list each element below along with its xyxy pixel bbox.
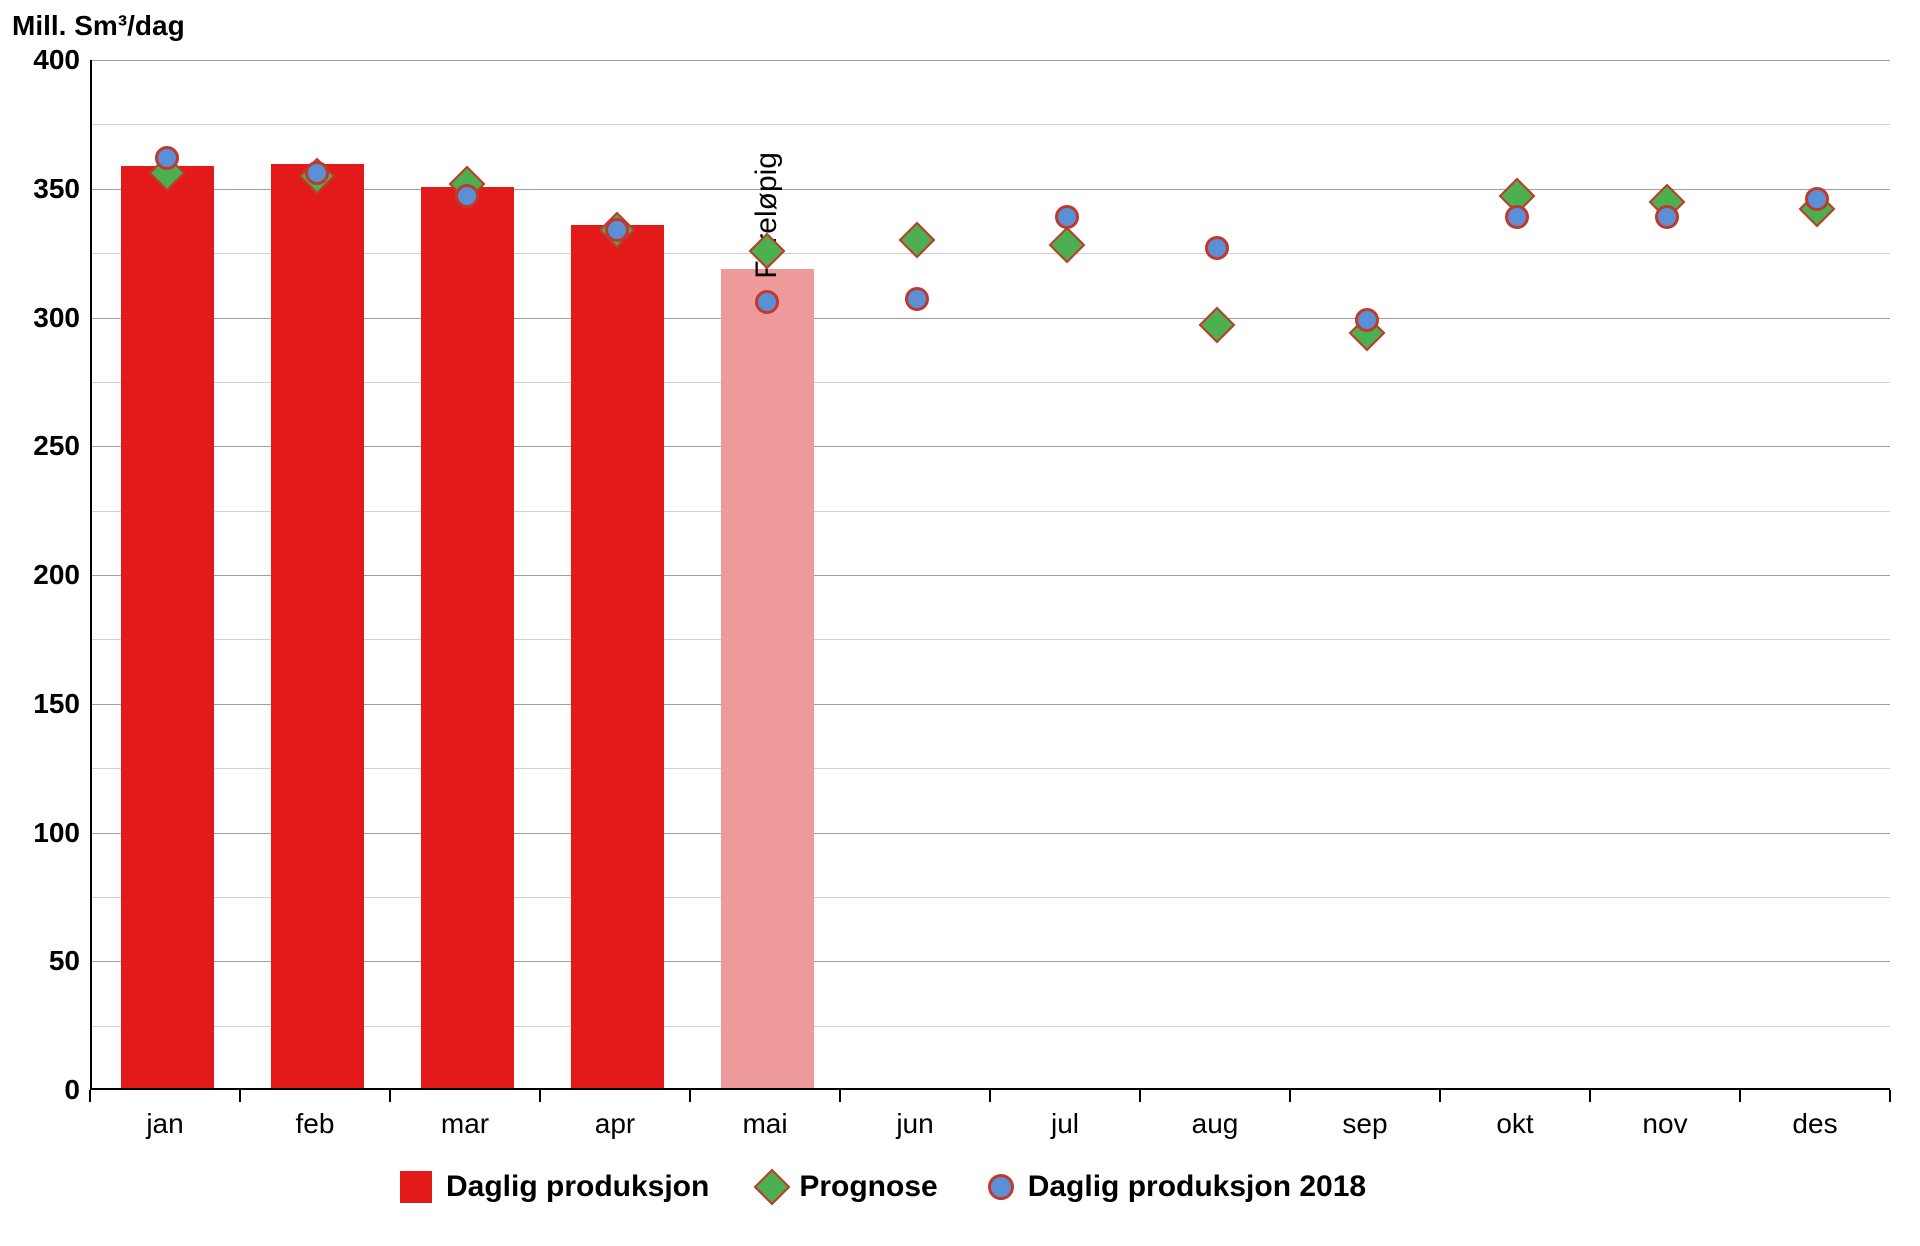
y-tick-label: 250 bbox=[10, 430, 80, 462]
y-tick-label: 350 bbox=[10, 173, 80, 205]
legend-swatch-diamond bbox=[754, 1169, 791, 1206]
x-tick-label: jul bbox=[990, 1108, 1140, 1140]
y-tick-label: 100 bbox=[10, 817, 80, 849]
x-tick-mark bbox=[1289, 1090, 1291, 1102]
prod2018-marker bbox=[305, 161, 329, 185]
grid-line-minor bbox=[92, 124, 1890, 125]
legend-item: Daglig produksjon bbox=[400, 1170, 709, 1204]
bar bbox=[721, 269, 814, 1088]
x-tick-mark bbox=[539, 1090, 541, 1102]
prod2018-marker bbox=[755, 290, 779, 314]
prod2018-marker bbox=[1655, 205, 1679, 229]
legend-label: Daglig produksjon 2018 bbox=[1028, 1170, 1366, 1204]
x-tick-mark bbox=[1889, 1090, 1891, 1102]
x-tick-mark bbox=[239, 1090, 241, 1102]
legend-label: Prognose bbox=[799, 1170, 937, 1204]
prod2018-marker bbox=[1355, 308, 1379, 332]
x-tick-label: okt bbox=[1440, 1108, 1590, 1140]
y-axis-title: Mill. Sm³/dag bbox=[12, 10, 185, 42]
x-tick-mark bbox=[1739, 1090, 1741, 1102]
y-tick-label: 150 bbox=[10, 688, 80, 720]
legend: Daglig produksjon Prognose Daglig produksj… bbox=[400, 1170, 1366, 1204]
bar bbox=[121, 166, 214, 1088]
bar bbox=[571, 225, 664, 1088]
grid-line-major bbox=[92, 60, 1890, 61]
y-tick-label: 200 bbox=[10, 559, 80, 591]
x-tick-label: nov bbox=[1590, 1108, 1740, 1140]
prod2018-marker bbox=[1205, 236, 1229, 260]
x-tick-label: des bbox=[1740, 1108, 1890, 1140]
prod2018-marker bbox=[605, 218, 629, 242]
x-tick-label: jan bbox=[90, 1108, 240, 1140]
legend-item: Daglig produksjon 2018 bbox=[988, 1170, 1366, 1204]
prod2018-marker bbox=[455, 184, 479, 208]
legend-item: Prognose bbox=[759, 1170, 937, 1204]
y-tick-label: 0 bbox=[10, 1074, 80, 1106]
prod2018-marker bbox=[1505, 205, 1529, 229]
legend-label: Daglig produksjon bbox=[446, 1170, 709, 1204]
plot-area: Foreløpig bbox=[90, 60, 1890, 1090]
x-tick-label: feb bbox=[240, 1108, 390, 1140]
y-tick-label: 50 bbox=[10, 945, 80, 977]
x-tick-mark bbox=[89, 1090, 91, 1102]
x-tick-label: jun bbox=[840, 1108, 990, 1140]
x-tick-mark bbox=[389, 1090, 391, 1102]
x-tick-label: aug bbox=[1140, 1108, 1290, 1140]
legend-swatch-square bbox=[400, 1171, 432, 1203]
x-tick-mark bbox=[1589, 1090, 1591, 1102]
x-tick-mark bbox=[1139, 1090, 1141, 1102]
x-tick-label: mai bbox=[690, 1108, 840, 1140]
x-tick-mark bbox=[839, 1090, 841, 1102]
x-tick-mark bbox=[989, 1090, 991, 1102]
y-tick-label: 300 bbox=[10, 302, 80, 334]
prod2018-marker bbox=[155, 146, 179, 170]
x-tick-label: sep bbox=[1290, 1108, 1440, 1140]
y-tick-label: 400 bbox=[10, 44, 80, 76]
x-tick-label: mar bbox=[390, 1108, 540, 1140]
prod2018-marker bbox=[905, 287, 929, 311]
legend-swatch-circle bbox=[988, 1174, 1014, 1200]
prognose-marker bbox=[1199, 307, 1236, 344]
x-tick-mark bbox=[689, 1090, 691, 1102]
bar bbox=[271, 164, 364, 1088]
x-tick-mark bbox=[1439, 1090, 1441, 1102]
prognose-marker bbox=[1049, 227, 1086, 264]
prod2018-marker bbox=[1055, 205, 1079, 229]
prod2018-marker bbox=[1805, 187, 1829, 211]
x-tick-label: apr bbox=[540, 1108, 690, 1140]
bar bbox=[421, 187, 514, 1088]
chart-container: Mill. Sm³/dag Foreløpig Daglig produksjo… bbox=[0, 0, 1920, 1246]
